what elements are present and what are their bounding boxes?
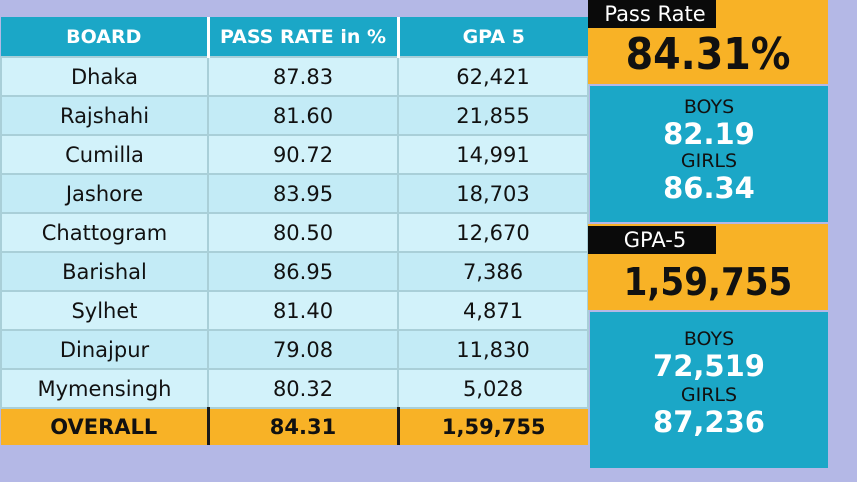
gpa5-value: 1,59,755: [623, 260, 793, 304]
board-name-cell: Dhaka: [0, 56, 209, 97]
pass-rate-total-box: Pass Rate 84.31%: [588, 0, 828, 84]
overall-row: OVERALL 84.31 1,59,755: [1, 408, 588, 445]
table-row: Rajshahi 81.60 21,855: [0, 95, 589, 136]
table-row: Cumilla 90.72 14,991: [0, 134, 589, 175]
overall-pass-rate: 84.31: [206, 408, 398, 445]
pass-rate-value: 84.31%: [625, 29, 791, 80]
gpa5-boys-label: BOYS: [683, 328, 735, 350]
table-row: Dinajpur 79.08 11,830: [0, 329, 589, 370]
pass-rate-cell: 80.50: [207, 212, 399, 253]
pass-rate-label: Pass Rate: [588, 0, 716, 28]
table-row: Dhaka 87.83 62,421: [0, 56, 589, 97]
pass-rate-gender-box: BOYS 82.19 GIRLS 86.34: [590, 86, 828, 222]
board-name-cell: Chattogram: [0, 212, 209, 253]
table-row: Jashore 83.95 18,703: [0, 173, 589, 214]
board-name-cell: Jashore: [0, 173, 209, 214]
gpa5-cell: 21,855: [397, 95, 589, 136]
pass-rate-cell: 81.60: [207, 95, 399, 136]
gpa5-cell: 12,670: [397, 212, 589, 253]
pass-rate-girls-value: 86.34: [663, 171, 755, 205]
table-row: Barishal 86.95 7,386: [0, 251, 589, 292]
gpa5-cell: 5,028: [397, 368, 589, 409]
pass-rate-cell: 87.83: [207, 56, 399, 97]
board-name-cell: Mymensingh: [0, 368, 209, 409]
column-header-pass-rate: PASS RATE in %: [206, 17, 398, 57]
pass-rate-cell: 80.32: [207, 368, 399, 409]
column-header-gpa5: GPA 5: [396, 17, 588, 57]
overall-label: OVERALL: [1, 408, 208, 445]
board-name-cell: Sylhet: [0, 290, 209, 331]
board-name-cell: Dinajpur: [0, 329, 209, 370]
table-row: Chattogram 80.50 12,670: [0, 212, 589, 253]
pass-rate-cell: 86.95: [207, 251, 399, 292]
gpa5-cell: 7,386: [397, 251, 589, 292]
table-row: Sylhet 81.40 4,871: [0, 290, 589, 331]
pass-rate-boys-value: 82.19: [663, 117, 755, 151]
gpa5-cell: 14,991: [397, 134, 589, 175]
gpa5-girls-value: 87,236: [653, 405, 765, 439]
gpa5-cell: 11,830: [397, 329, 589, 370]
board-name-cell: Cumilla: [0, 134, 209, 175]
board-name-cell: Rajshahi: [0, 95, 209, 136]
gpa5-cell: 18,703: [397, 173, 589, 214]
column-header-board: BOARD: [1, 17, 208, 57]
gpa5-cell: 4,871: [397, 290, 589, 331]
gpa5-total-box: GPA-5 1,59,755: [588, 224, 828, 310]
table-header-row: BOARD PASS RATE in % GPA 5: [1, 17, 588, 57]
gpa5-girls-label: GIRLS: [680, 384, 738, 406]
pass-rate-boys-label: BOYS: [683, 96, 735, 118]
gpa5-label: GPA-5: [588, 226, 716, 254]
pass-rate-cell: 90.72: [207, 134, 399, 175]
gpa5-boys-value: 72,519: [653, 349, 765, 383]
table-row: Mymensingh 80.32 5,028: [0, 368, 589, 409]
pass-rate-cell: 79.08: [207, 329, 399, 370]
pass-rate-girls-label: GIRLS: [680, 150, 738, 172]
pass-rate-cell: 83.95: [207, 173, 399, 214]
pass-rate-cell: 81.40: [207, 290, 399, 331]
gpa5-gender-box: BOYS 72,519 GIRLS 87,236: [590, 312, 828, 468]
overall-gpa5: 1,59,755: [396, 408, 588, 445]
results-table: BOARD PASS RATE in % GPA 5 Dhaka 87.83 62,…: [0, 17, 589, 445]
board-name-cell: Barishal: [0, 251, 209, 292]
gpa5-cell: 62,421: [397, 56, 589, 97]
